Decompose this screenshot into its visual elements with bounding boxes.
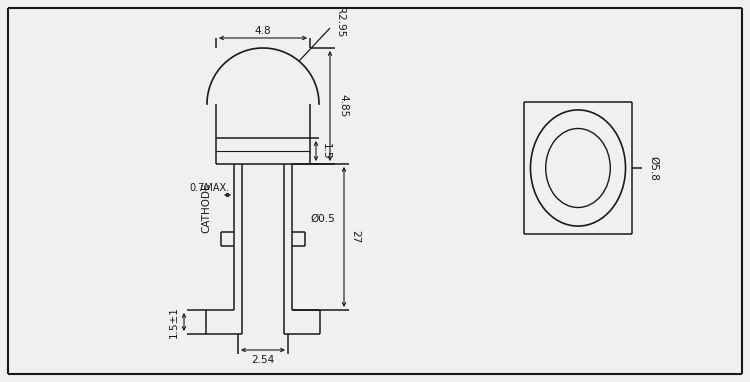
Text: R2.95: R2.95 bbox=[335, 7, 345, 37]
Text: 0.7MAX.: 0.7MAX. bbox=[190, 183, 230, 193]
Text: Ø0.5: Ø0.5 bbox=[310, 214, 334, 224]
Text: CATHODE: CATHODE bbox=[201, 183, 211, 233]
Text: Ø5.8: Ø5.8 bbox=[649, 155, 659, 180]
Text: 4.8: 4.8 bbox=[255, 26, 272, 36]
Text: 1.5: 1.5 bbox=[321, 143, 331, 159]
Text: 1.5±1: 1.5±1 bbox=[169, 306, 179, 338]
Text: 27: 27 bbox=[350, 230, 360, 244]
Text: 2.54: 2.54 bbox=[251, 355, 274, 365]
Text: 4.85: 4.85 bbox=[338, 94, 348, 118]
